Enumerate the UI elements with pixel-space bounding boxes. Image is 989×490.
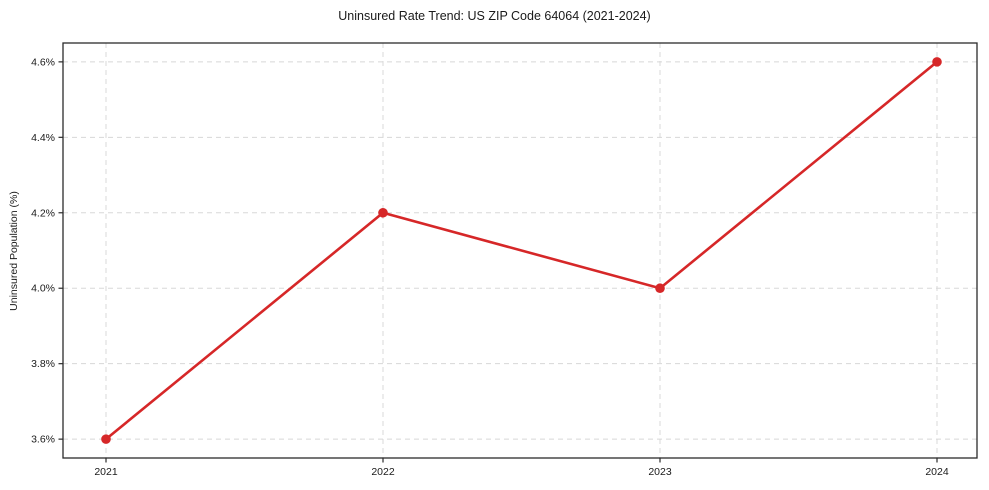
x-tick-label: 2024 [925, 466, 949, 478]
data-point-marker [101, 434, 111, 444]
data-point-marker [655, 283, 665, 294]
data-point-marker [378, 207, 388, 218]
trend-line [104, 60, 939, 441]
plot-frame [62, 42, 978, 459]
x-tick-label: 2022 [371, 466, 395, 478]
y-tick-label: 4.6% [31, 56, 55, 68]
data-point-marker [932, 57, 942, 67]
chart-title: Uninsured Rate Trend: US ZIP Code 64064 … [338, 9, 651, 23]
y-tick-label: 3.6% [31, 434, 55, 446]
x-tick-label: 2021 [94, 466, 118, 478]
x-tick-label: 2023 [648, 466, 672, 478]
y-tick-label: 4.0% [31, 283, 55, 295]
y-tick-label: 4.2% [31, 207, 55, 219]
y-tick-label: 4.4% [31, 132, 55, 144]
y-tick-label: 3.8% [31, 358, 55, 370]
